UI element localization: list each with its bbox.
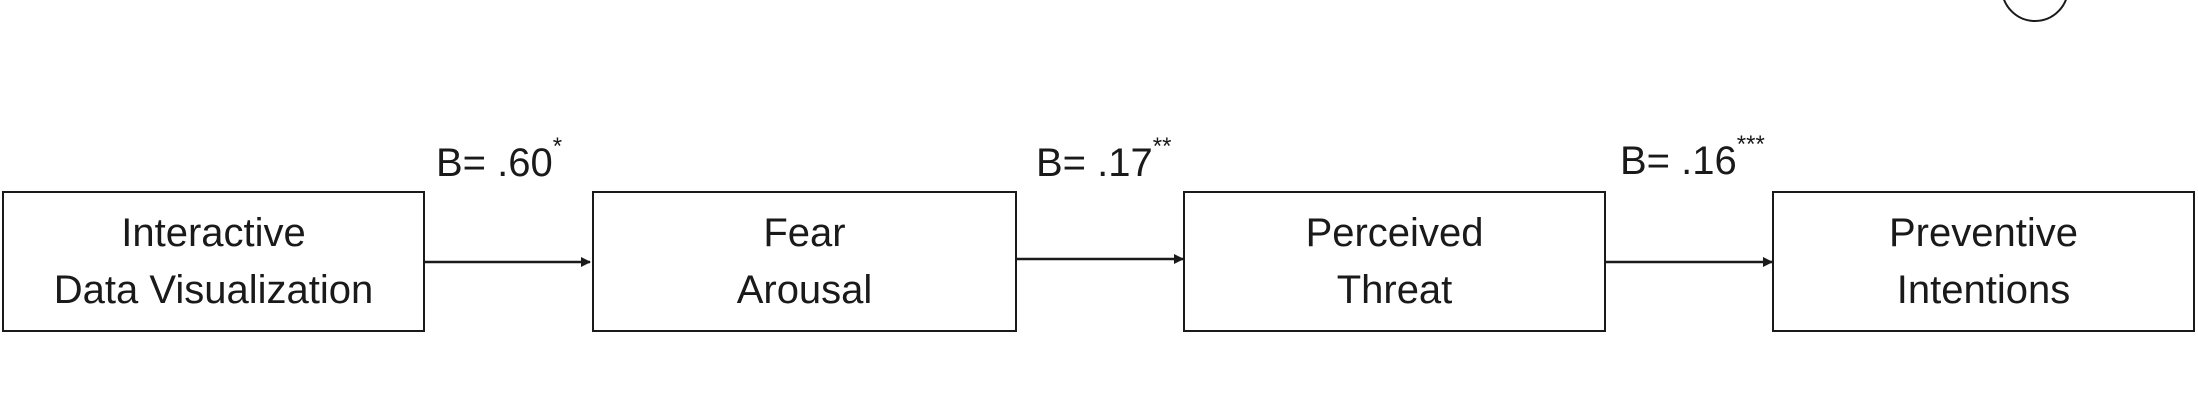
node-label-line2: Data Visualization (53, 267, 374, 312)
significance-marker: ** (1152, 133, 1172, 160)
node-preventive-intentions: Preventive Intentions (1772, 191, 2195, 332)
coefficient-value: B= .17 (1036, 141, 1153, 185)
node-label-line1: Perceived (1305, 210, 1484, 255)
partial-circle-shape (2003, 0, 2067, 22)
node-label-line2: Intentions (1896, 267, 2071, 312)
coefficient-value: B= .16 (1620, 139, 1737, 183)
path-coefficient-2: B= .17** (1036, 135, 1171, 187)
node-interactive-data-visualization: Interactive Data Visualization (2, 191, 425, 332)
node-label-line1: Interactive (121, 210, 306, 255)
significance-marker: * (552, 133, 563, 160)
node-label-line1: Fear (763, 210, 846, 255)
node-fear-arousal: Fear Arousal (592, 191, 1017, 332)
significance-marker: *** (1736, 131, 1765, 158)
node-perceived-threat: Perceived Threat (1183, 191, 1606, 332)
node-label-line2: Threat (1336, 267, 1453, 312)
node-label-line2: Arousal (736, 267, 873, 312)
path-coefficient-1: B= .60* (436, 135, 562, 187)
coefficient-value: B= .60 (436, 141, 553, 185)
node-label-line1: Preventive (1889, 210, 2078, 255)
path-coefficient-3: B= .16*** (1620, 133, 1765, 185)
